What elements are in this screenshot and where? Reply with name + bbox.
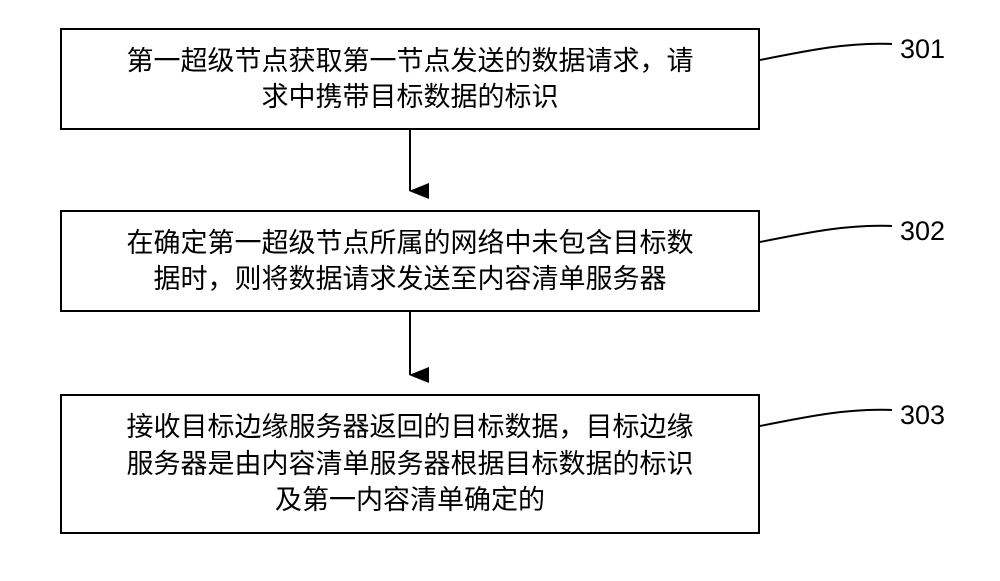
leader-n303: [760, 410, 892, 426]
flow-step-n302: 在确定第一超级节点所属的网络中未包含目标数 据时，则将数据请求发送至内容清单服务…: [60, 210, 760, 312]
flow-step-text: 接收目标边缘服务器返回的目标数据，目标边缘 服务器是由内容清单服务器根据目标数据…: [117, 405, 704, 522]
step-label-303: 303: [900, 400, 945, 431]
flow-step-n301: 第一超级节点获取第一节点发送的数据请求，请 求中携带目标数据的标识: [60, 28, 760, 130]
step-label-301: 301: [900, 34, 945, 65]
step-label-302: 302: [900, 216, 945, 247]
leader-n301: [760, 44, 892, 60]
flow-step-n303: 接收目标边缘服务器返回的目标数据，目标边缘 服务器是由内容清单服务器根据目标数据…: [60, 394, 760, 534]
flowchart-canvas: 第一超级节点获取第一节点发送的数据请求，请 求中携带目标数据的标识在确定第一超级…: [0, 0, 1000, 581]
leader-n302: [760, 226, 892, 242]
flow-step-text: 在确定第一超级节点所属的网络中未包含目标数 据时，则将数据请求发送至内容清单服务…: [117, 221, 704, 302]
flow-step-text: 第一超级节点获取第一节点发送的数据请求，请 求中携带目标数据的标识: [117, 39, 704, 120]
